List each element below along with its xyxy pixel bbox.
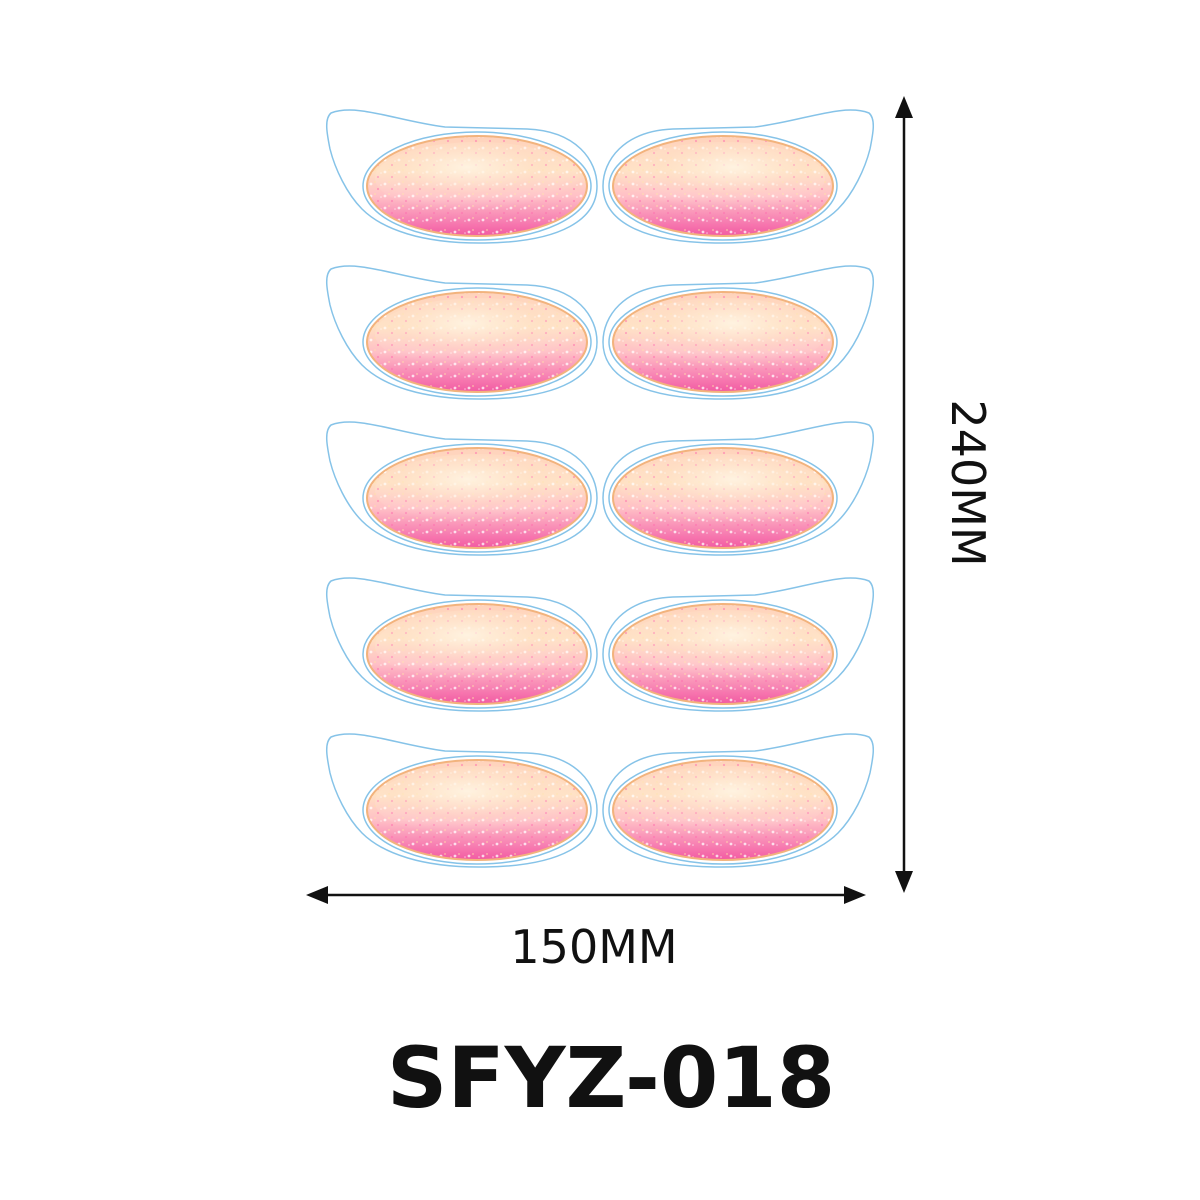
height-label: 240MM (941, 399, 995, 566)
dimension-annotations: 150MM 240MM (306, 96, 995, 974)
sticker-7 (326, 577, 598, 712)
glitter-highlight (621, 766, 825, 838)
height-arrow-bottom-icon (895, 871, 913, 893)
glitter-highlight (375, 766, 579, 838)
glitter-highlight (621, 298, 825, 370)
glitter-highlight (375, 454, 579, 526)
sticker-inner-cut-line (608, 287, 838, 397)
sticker-8 (602, 577, 874, 712)
sticker-3 (326, 265, 598, 400)
sticker-inner-cut-line (608, 599, 838, 709)
sticker-5 (326, 421, 598, 556)
sticker-10 (602, 733, 874, 868)
sticker-inner-cut-line (362, 287, 592, 397)
sticker-4 (602, 265, 874, 400)
width-arrow-right-icon (844, 886, 866, 904)
product-code: SFYZ-018 (387, 1029, 835, 1127)
glitter-highlight (621, 142, 825, 214)
width-arrow-left-icon (306, 886, 328, 904)
glitter-highlight (375, 298, 579, 370)
sticker-inner-cut-line (608, 131, 838, 241)
sticker-6 (602, 421, 874, 556)
sticker-9 (326, 733, 598, 868)
height-arrow-top-icon (895, 96, 913, 118)
sticker-inner-cut-line (362, 131, 592, 241)
sticker-2 (602, 109, 874, 244)
sticker-inner-cut-line (362, 599, 592, 709)
sticker-inner-cut-line (608, 443, 838, 553)
glitter-highlight (375, 610, 579, 682)
sticker-grid (326, 109, 874, 868)
sticker-inner-cut-line (362, 443, 592, 553)
glitter-highlight (621, 454, 825, 526)
glitter-highlight (621, 610, 825, 682)
width-label: 150MM (510, 920, 677, 974)
sticker-inner-cut-line (608, 755, 838, 865)
sticker-1 (326, 109, 598, 244)
sticker-inner-cut-line (362, 755, 592, 865)
glitter-highlight (375, 142, 579, 214)
